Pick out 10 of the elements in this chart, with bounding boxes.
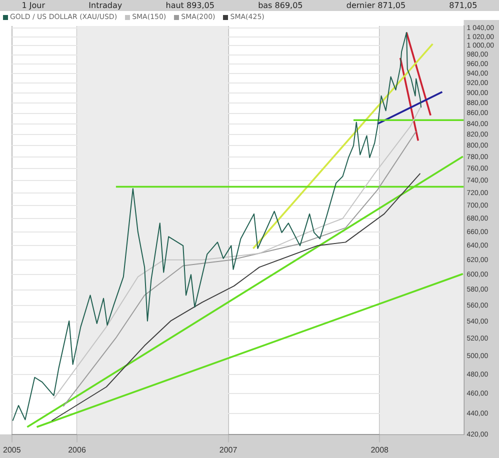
- text: bas 869,05: [258, 1, 303, 10]
- text: dernier 871,05: [346, 1, 406, 10]
- x-tick-label: 2006: [68, 445, 86, 454]
- text: Intraday: [88, 1, 122, 10]
- x-tick-label: 2007: [219, 445, 238, 454]
- x-tick-label: 2008: [370, 445, 390, 454]
- x-tick-label: 2005: [3, 445, 22, 454]
- text: haut 893,05: [166, 1, 214, 10]
- text: 871,05: [449, 1, 478, 10]
- text: 1 Jour: [22, 1, 46, 10]
